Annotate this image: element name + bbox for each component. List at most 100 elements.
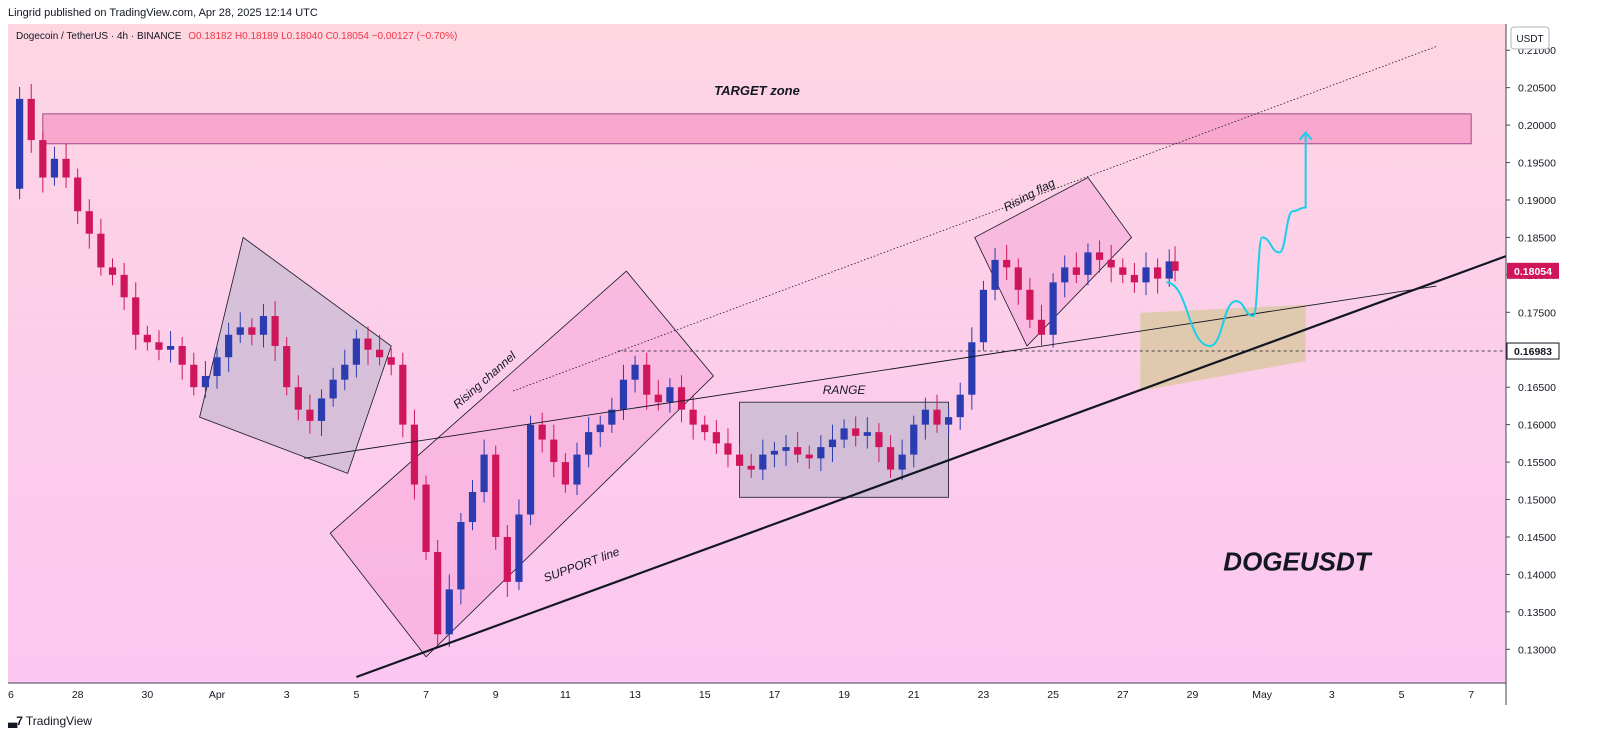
usdt-unit-label: USDT — [1516, 34, 1543, 45]
candle-body — [132, 297, 140, 335]
candle-body — [1061, 267, 1069, 283]
candle-body — [631, 364, 639, 380]
candle-body — [1072, 267, 1080, 275]
x-tick-label: 21 — [908, 689, 920, 701]
candle-body — [1165, 261, 1173, 279]
candle-body — [352, 338, 360, 365]
target-zone-rect — [42, 113, 1472, 145]
candle-body — [968, 342, 976, 395]
candle-body — [190, 364, 198, 388]
y-tick-label: 0.16500 — [1518, 382, 1556, 394]
candle-body — [712, 432, 720, 444]
pattern-box — [199, 236, 392, 474]
candle-body — [306, 409, 314, 421]
x-tick-label: 28 — [72, 689, 84, 701]
x-tick-label: May — [1252, 689, 1273, 701]
candle-body — [770, 450, 779, 455]
candle-body — [166, 346, 175, 350]
support-trendline — [355, 255, 1507, 679]
candle-body — [364, 338, 372, 350]
candle-body — [1171, 261, 1179, 271]
candle-body — [550, 439, 558, 463]
symbol-info: Dogecoin / TetherUS · 4h · BINANCE O0.18… — [16, 30, 457, 44]
candle-body — [1003, 259, 1011, 268]
candle-body — [619, 379, 628, 410]
candle-body — [1014, 267, 1022, 290]
candle-body — [1119, 267, 1127, 275]
candle-body — [689, 409, 697, 425]
candle-body — [445, 589, 453, 635]
candle-body — [201, 375, 210, 388]
candle-body — [341, 364, 349, 380]
candle-body — [677, 387, 686, 410]
candle-body — [1037, 319, 1046, 335]
candle-body — [259, 316, 268, 335]
y-tick-label: 0.13000 — [1518, 644, 1556, 656]
candle-body — [561, 462, 569, 485]
candle-body — [480, 454, 488, 493]
candle-body — [921, 409, 929, 425]
y-tick-label: 0.20000 — [1518, 120, 1556, 132]
candle-body — [1154, 267, 1162, 279]
candle-body — [898, 454, 906, 470]
candle-body — [155, 342, 163, 350]
y-tick-label: 0.15000 — [1518, 495, 1556, 507]
candle-body — [1107, 259, 1115, 268]
candle-body — [62, 158, 70, 178]
chart-frame[interactable]: TARGET zone Rising channel RANGE Rising fla… — [8, 24, 1600, 705]
footer-brand[interactable]: TradingView — [25, 714, 92, 728]
price-label-box — [1506, 342, 1560, 360]
candle-body — [1095, 252, 1104, 260]
candle-body — [16, 98, 24, 189]
x-tick-label: 11 — [560, 689, 571, 701]
candle-body — [933, 409, 941, 425]
x-tick-label: 5 — [353, 689, 359, 701]
candle-body — [329, 379, 337, 399]
candle-body — [1142, 267, 1150, 283]
trendline — [304, 285, 1437, 459]
candle-body — [492, 454, 500, 537]
candle-body — [979, 289, 988, 343]
candle-body — [143, 334, 151, 343]
candle-body — [852, 428, 860, 436]
candle-body — [573, 454, 581, 485]
y-tick-label: 0.19500 — [1518, 158, 1556, 170]
candle-body — [863, 432, 871, 436]
candle-body — [85, 211, 93, 234]
candle-body — [828, 439, 837, 448]
tradingview-logo-icon: ▃7 — [8, 714, 23, 728]
x-tick-label: 29 — [1187, 689, 1199, 701]
price-label-text: 0.16983 — [1514, 346, 1552, 358]
x-tick-label: 17 — [769, 689, 781, 701]
candle-body — [178, 346, 186, 365]
target-zone-label: TARGET zone — [714, 83, 800, 98]
symbol-watermark-label: DOGEUSDT — [1223, 547, 1372, 577]
y-tick-label: 0.20500 — [1518, 83, 1556, 95]
x-tick-label: 26 — [8, 689, 14, 701]
candle-body — [794, 447, 802, 455]
candle-body — [283, 346, 291, 388]
candle-body — [248, 327, 256, 335]
x-tick-label: Apr — [209, 689, 226, 701]
candle-body — [1084, 252, 1092, 275]
candle-body — [97, 233, 105, 268]
price-axis-background — [1506, 24, 1600, 705]
x-tick-label: 7 — [1468, 689, 1474, 701]
candle-body — [596, 424, 604, 433]
candle-body — [875, 432, 883, 448]
candle-body — [236, 327, 244, 335]
published-info: Lingrid published on TradingView.com, Ap… — [8, 7, 318, 19]
candle-body — [585, 432, 593, 455]
y-tick-label: 0.19000 — [1518, 195, 1556, 207]
candle-body — [468, 492, 477, 522]
candle-body — [515, 514, 523, 582]
x-tick-label: 23 — [978, 689, 990, 701]
y-tick-label: 0.17500 — [1518, 307, 1556, 319]
candle-body — [375, 349, 384, 358]
buy-zone-shape — [1140, 304, 1306, 391]
candle-body — [387, 357, 395, 365]
usdt-unit-box[interactable] — [1510, 26, 1550, 50]
candle-body — [782, 447, 790, 451]
candle-body — [526, 424, 535, 515]
